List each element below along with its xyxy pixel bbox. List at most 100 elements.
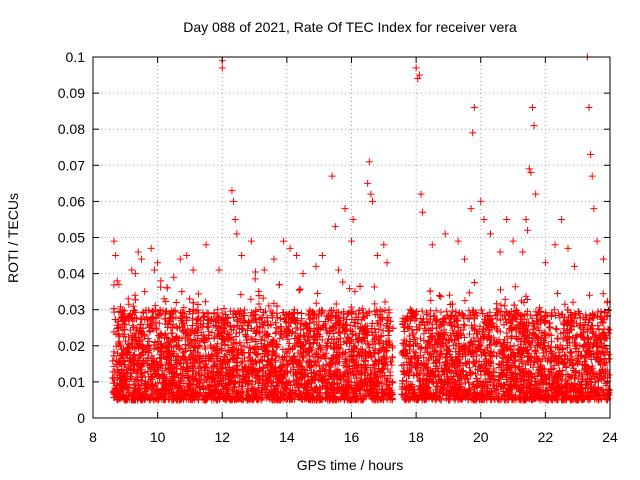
- data-point: [436, 320, 444, 328]
- data-point: [478, 388, 486, 396]
- data-point: [180, 304, 188, 312]
- data-point: [172, 298, 180, 306]
- data-point: [569, 298, 577, 306]
- data-point: [579, 384, 587, 392]
- data-point: [151, 319, 159, 327]
- data-point: [421, 325, 429, 333]
- data-point: [497, 301, 505, 309]
- data-point: [605, 329, 613, 337]
- data-point: [370, 283, 378, 291]
- data-point: [384, 332, 392, 340]
- data-point: [247, 295, 255, 303]
- data-point: [157, 283, 165, 291]
- data-point: [381, 307, 389, 315]
- data-point: [492, 305, 500, 313]
- data-point: [416, 345, 424, 353]
- data-point: [599, 290, 607, 298]
- data-point: [437, 293, 445, 301]
- data-point: [404, 324, 412, 332]
- data-point: [465, 289, 473, 297]
- data-point: [317, 354, 325, 362]
- data-point: [318, 336, 326, 344]
- data-point: [117, 345, 125, 353]
- data-point: [110, 281, 118, 289]
- data-point: [180, 349, 188, 357]
- data-point: [423, 318, 431, 326]
- data-point: [251, 275, 259, 283]
- data-point: [346, 285, 354, 293]
- data-point: [474, 345, 482, 353]
- data-point: [125, 300, 133, 308]
- data-point: [169, 323, 177, 331]
- data-point: [460, 334, 468, 342]
- data-point: [217, 345, 225, 353]
- data-point: [345, 309, 353, 317]
- data-point: [276, 335, 284, 343]
- data-point: [145, 338, 153, 346]
- data-point: [187, 326, 195, 334]
- data-point: [121, 307, 129, 315]
- data-point: [466, 364, 474, 372]
- data-point: [330, 306, 338, 314]
- data-point: [131, 270, 139, 278]
- data-point: [298, 315, 306, 323]
- data-point: [454, 331, 462, 339]
- data-point: [218, 309, 226, 317]
- data-point: [124, 333, 132, 341]
- data-point: [347, 378, 355, 386]
- data-point: [561, 300, 569, 308]
- data-point: [424, 356, 432, 364]
- data-point: [451, 367, 459, 375]
- data-point: [229, 326, 237, 334]
- data-point: [259, 294, 267, 302]
- data-points: [108, 53, 613, 404]
- data-point: [514, 336, 522, 344]
- data-point: [446, 291, 454, 299]
- data-point: [265, 302, 273, 310]
- data-point: [517, 311, 525, 319]
- data-point: [461, 297, 469, 305]
- data-point: [573, 319, 581, 327]
- data-point: [528, 314, 536, 322]
- data-point: [588, 329, 596, 337]
- data-point: [381, 298, 389, 306]
- data-point: [237, 291, 245, 299]
- data-point: [387, 317, 395, 325]
- data-point: [457, 367, 465, 375]
- data-point: [371, 300, 379, 308]
- data-point: [554, 334, 562, 342]
- data-point: [480, 382, 488, 390]
- data-point: [363, 339, 371, 347]
- data-point: [251, 268, 259, 276]
- data-point: [437, 347, 445, 355]
- data-point: [201, 362, 209, 370]
- data-point: [450, 341, 458, 349]
- data-point: [220, 304, 228, 312]
- data-point: [461, 322, 469, 330]
- data-point: [285, 339, 293, 347]
- data-point: [205, 351, 213, 359]
- grid-lines: [93, 57, 610, 418]
- data-point: [284, 344, 292, 352]
- data-point: [405, 332, 413, 340]
- data-point: [116, 303, 124, 311]
- data-point: [511, 357, 519, 365]
- data-point: [228, 365, 236, 373]
- data-point: [448, 307, 456, 315]
- data-point: [547, 331, 555, 339]
- data-point: [126, 326, 134, 334]
- data-point: [129, 317, 137, 325]
- data-point: [591, 353, 599, 361]
- data-point: [411, 334, 419, 342]
- data-point: [602, 381, 610, 389]
- data-point: [578, 330, 586, 338]
- data-point: [261, 337, 269, 345]
- data-point: [554, 290, 561, 298]
- data-point: [314, 290, 322, 298]
- data-point: [523, 295, 531, 303]
- data-point: [427, 307, 435, 315]
- data-point: [378, 315, 386, 323]
- data-point: [456, 366, 464, 374]
